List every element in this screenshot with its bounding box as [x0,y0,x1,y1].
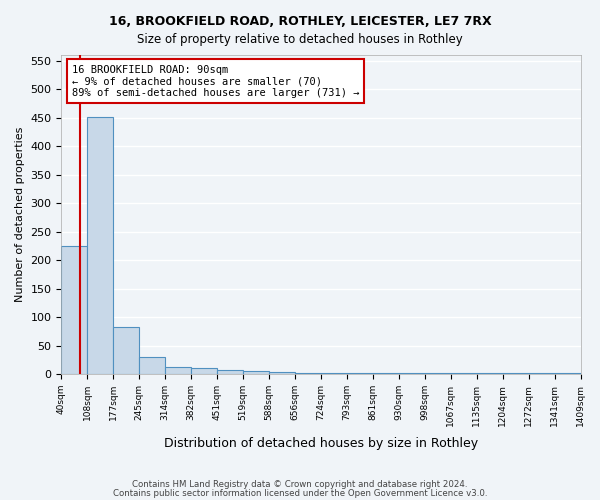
Bar [165,367,191,374]
Text: Contains HM Land Registry data © Crown copyright and database right 2024.: Contains HM Land Registry data © Crown c… [132,480,468,489]
Bar [88,116,113,374]
X-axis label: Distribution of detached houses by size in Rothley: Distribution of detached houses by size … [164,437,478,450]
Text: 16 BROOKFIELD ROAD: 90sqm
← 9% of detached houses are smaller (70)
89% of semi-d: 16 BROOKFIELD ROAD: 90sqm ← 9% of detach… [72,64,359,98]
Bar [321,373,347,374]
Text: Contains public sector information licensed under the Open Government Licence v3: Contains public sector information licen… [113,488,487,498]
Y-axis label: Number of detached properties: Number of detached properties [15,127,25,302]
Bar [139,357,165,374]
Bar [113,328,139,374]
Bar [191,368,217,374]
Bar [217,370,243,374]
Text: Size of property relative to detached houses in Rothley: Size of property relative to detached ho… [137,32,463,46]
Bar [295,373,321,374]
Bar [269,372,295,374]
Bar [243,371,269,374]
Text: 16, BROOKFIELD ROAD, ROTHLEY, LEICESTER, LE7 7RX: 16, BROOKFIELD ROAD, ROTHLEY, LEICESTER,… [109,15,491,28]
Bar [61,246,88,374]
